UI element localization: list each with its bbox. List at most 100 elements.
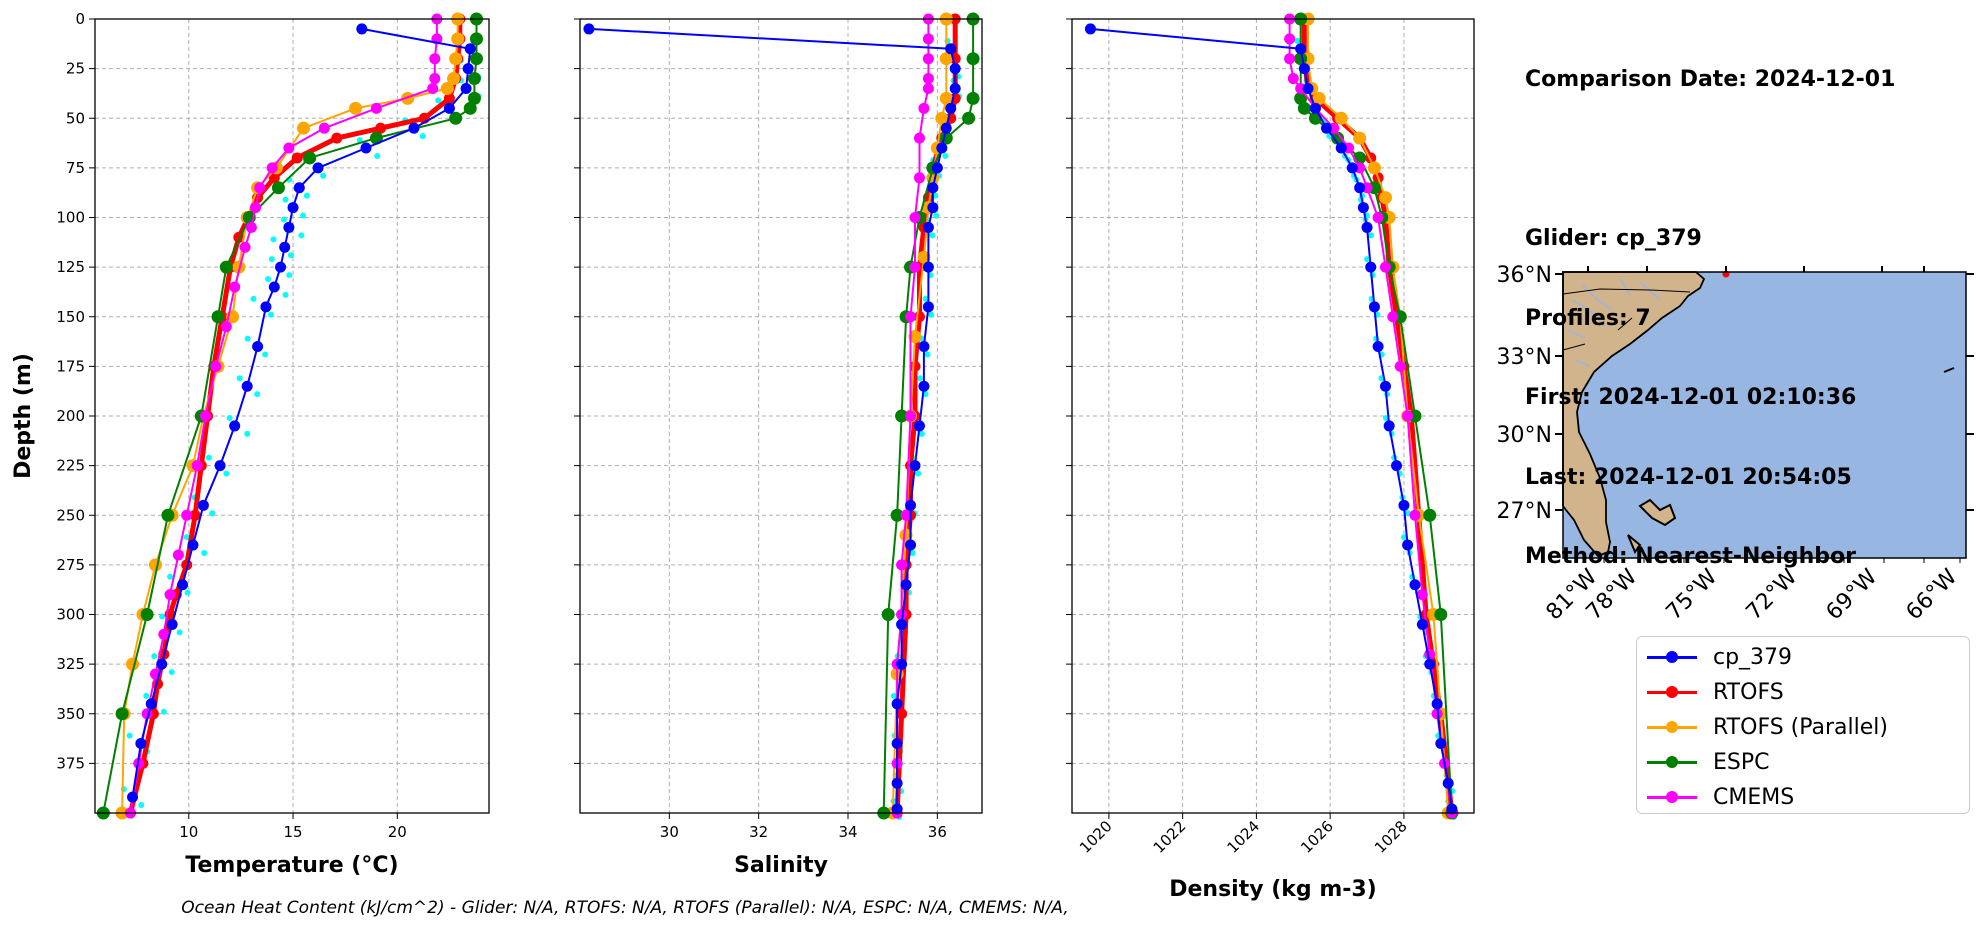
glider-raw-point: [184, 589, 191, 596]
y-tick-label: 25: [66, 60, 85, 78]
glider-raw-point: [300, 212, 307, 219]
x-tick-label: 10: [179, 823, 198, 841]
glider-raw-point: [419, 133, 426, 140]
glider-raw-point: [254, 391, 261, 398]
series-point: [166, 618, 178, 630]
info-panel: Comparison Date: 2024-12-01 Glider: cp_3…: [1525, 14, 1895, 597]
map-borders: [1562, 288, 1691, 351]
profile-panel-2: 1020 1022 1024 1026 1028 Density (kg m-3): [1066, 12, 1475, 902]
x-tick-label: 1028: [1371, 817, 1411, 857]
series-point: [135, 738, 147, 750]
glider-raw-point: [320, 172, 327, 179]
series-point: [229, 420, 241, 432]
series-point: [1446, 803, 1458, 815]
series-point: [443, 102, 455, 114]
x-axis-label: Temperature (°C): [185, 853, 398, 878]
glider-raw-point: [270, 236, 277, 243]
legend-item-rtofs: RTOFS: [1647, 677, 1784, 707]
series-point: [312, 162, 324, 174]
series-point: [918, 102, 930, 114]
series-point: [1368, 301, 1380, 313]
y-tick-label: 350: [56, 705, 85, 723]
y-tick-label: 100: [56, 209, 85, 227]
series-point: [254, 182, 266, 194]
series-point: [220, 321, 232, 333]
series-point: [1402, 410, 1414, 422]
glider-raw-point: [298, 232, 305, 239]
series-point: [250, 202, 262, 214]
comparison-date: Comparison Date: 2024-12-01: [1525, 67, 1896, 92]
x-tick-label: 1020: [1076, 817, 1116, 857]
series-point: [275, 261, 287, 273]
series-point: [945, 102, 957, 114]
y-tick-label: 325: [56, 655, 85, 673]
series-point: [429, 73, 441, 85]
glider-raw-point: [303, 192, 310, 199]
last-time: Last: 2024-12-01 20:54:05: [1525, 464, 1852, 490]
glider-raw-point: [928, 311, 935, 318]
series-line-cp-379: [131, 27, 472, 798]
glider-raw-point: [167, 573, 174, 580]
y-tick-label: 300: [56, 606, 85, 624]
series-point: [891, 777, 903, 789]
profile-panel-0: 10 15 200255075100125150175200225250275300…: [11, 10, 490, 878]
series-point: [1354, 182, 1366, 194]
series-point: [1416, 618, 1428, 630]
series-point: [940, 122, 952, 134]
glider-raw-point: [250, 295, 257, 302]
series-point: [229, 281, 241, 293]
series-point: [927, 202, 939, 214]
series-point: [462, 63, 474, 75]
profile-panel-1: 30 32 34 36 Salinity: [574, 12, 983, 878]
series-point: [115, 707, 129, 721]
glider-name: Glider: cp_379: [1525, 226, 1702, 251]
series-point: [1378, 191, 1392, 205]
series-point: [1424, 648, 1436, 660]
series-point: [199, 410, 211, 422]
glider-raw-point: [1404, 510, 1411, 517]
series-point: [1309, 102, 1321, 114]
glider-raw-point: [924, 351, 931, 358]
series-point: [905, 410, 917, 422]
series-point: [922, 53, 934, 65]
series-point: [1331, 131, 1345, 145]
series-point: [881, 608, 895, 621]
series-point: [1298, 63, 1310, 75]
y-tick-label: 0: [75, 10, 85, 28]
series-point: [896, 559, 908, 571]
series-point: [239, 241, 251, 253]
series-point: [1416, 589, 1428, 601]
series-point: [447, 72, 461, 86]
y-axis-label: Depth (m): [11, 353, 36, 479]
glider-raw-point: [205, 454, 212, 461]
series-point: [1409, 579, 1421, 591]
series-point: [899, 528, 913, 542]
series-point: [949, 63, 961, 75]
series-point: [1361, 221, 1373, 233]
series-point: [927, 182, 939, 194]
method: Method: Nearest-Neighbor: [1525, 544, 1856, 569]
series-point: [214, 460, 226, 472]
map-lat-label: 27°N: [1497, 499, 1552, 524]
series-point: [891, 698, 903, 710]
glider-raw-point: [374, 152, 381, 159]
series-point: [909, 212, 921, 223]
glider-raw-point: [1294, 37, 1301, 44]
x-tick-label: 32: [749, 823, 768, 841]
series-point: [429, 53, 441, 65]
y-tick-label: 200: [56, 407, 85, 425]
series-point: [1383, 420, 1395, 432]
legend-swatch-rtofs: [1647, 682, 1697, 702]
series-point: [918, 380, 930, 392]
legend: cp_379 RTOFS RTOFS (Parallel) ESPC CMEMS: [1636, 636, 1970, 814]
series-point: [252, 341, 264, 353]
series-point: [1320, 122, 1332, 134]
profile-count: Profiles: 7: [1525, 305, 1651, 331]
legend-item-cmems: CMEMS: [1647, 782, 1794, 812]
series-point: [1435, 738, 1447, 750]
series-point: [917, 250, 931, 264]
series-point: [145, 698, 157, 710]
legend-item-espc: ESPC: [1647, 747, 1770, 777]
glider-raw-point: [1368, 232, 1375, 239]
series-point: [1334, 111, 1348, 125]
